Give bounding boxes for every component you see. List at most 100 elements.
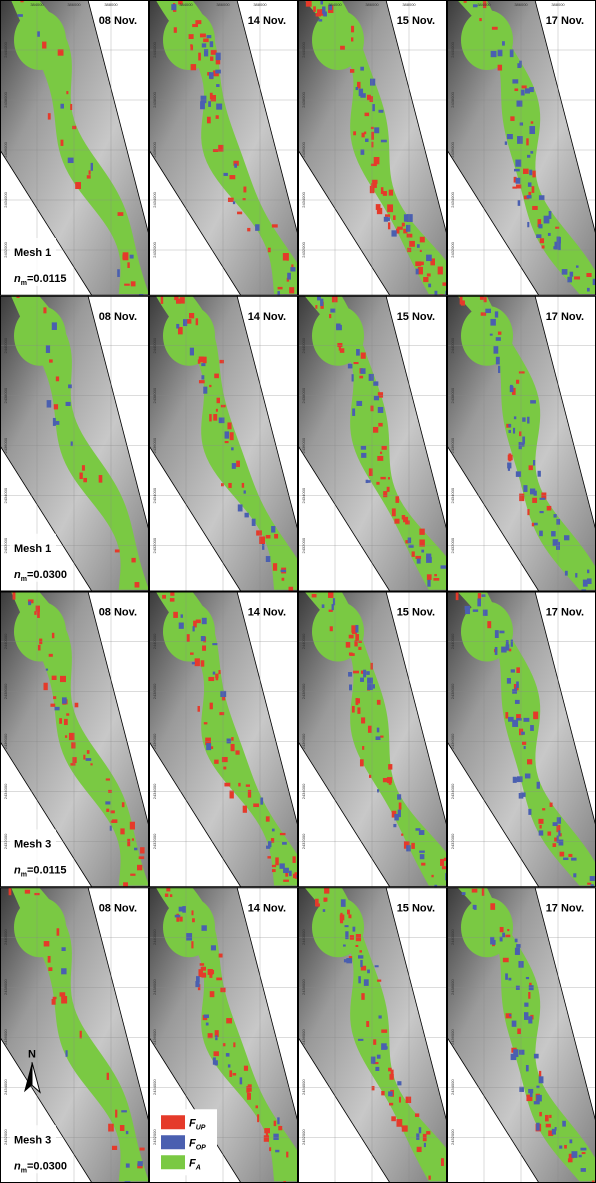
flood-spot: [370, 79, 375, 86]
flood-spot: [228, 1064, 231, 1067]
date-label: 15 Nov.: [397, 902, 435, 914]
flood-spot: [433, 578, 439, 581]
flood-spot: [383, 191, 387, 196]
map-panel: 2440000243800024360002434000243200015 No…: [298, 296, 465, 597]
flood-spot: [286, 1152, 288, 1158]
flood-spot: [421, 863, 425, 866]
flood-spot: [13, 592, 16, 600]
flood-spot: [174, 27, 177, 33]
flood-spot: [557, 836, 559, 843]
flood-spot: [384, 1046, 387, 1049]
flood-spot: [69, 733, 75, 740]
flood-spot: [511, 1054, 517, 1060]
flood-spot: [361, 446, 366, 450]
flood-spot: [346, 642, 350, 648]
flood-spot: [222, 757, 228, 762]
flood-spot: [569, 1139, 572, 1143]
flood-spot: [519, 371, 525, 373]
flood-spot: [170, 592, 174, 596]
flood-spot: [419, 539, 425, 546]
flood-spot: [219, 417, 225, 423]
date-label: 08 Nov.: [99, 311, 137, 323]
flood-spot: [243, 187, 246, 193]
flood-spot: [533, 460, 535, 466]
flood-spot: [517, 1028, 521, 1034]
flood-spot: [530, 400, 536, 403]
flood-spot: [388, 1091, 393, 1096]
flood-spot: [551, 531, 556, 536]
flood-spot: [122, 802, 125, 807]
flood-spot: [353, 671, 359, 674]
flood-spot: [209, 385, 211, 387]
flood-spot: [381, 187, 384, 194]
flood-spot: [52, 322, 57, 330]
flood-spot: [246, 784, 250, 786]
map-panel: 2440000243800024360002434000243200015 No…: [298, 887, 465, 1183]
flood-spot: [553, 822, 558, 826]
flood-spot: [255, 1105, 258, 1108]
flood-spot: [490, 937, 494, 944]
flood-spot: [358, 647, 361, 650]
flood-spot: [227, 422, 231, 429]
flood-spot: [48, 967, 52, 971]
flood-spot: [206, 743, 211, 750]
x-tick-label: 386000: [514, 2, 528, 7]
flood-spot: [371, 1057, 376, 1064]
flood-spot: [54, 421, 59, 425]
flood-spot: [140, 847, 144, 853]
flood-spot: [238, 783, 240, 787]
y-tick-label: 2440000: [152, 633, 157, 649]
y-tick-label: 2436000: [450, 141, 455, 157]
flood-spot: [210, 991, 215, 997]
flood-spot: [60, 992, 66, 996]
flood-spot: [282, 578, 285, 581]
flood-spot: [503, 958, 509, 962]
flood-spot: [345, 931, 348, 939]
flood-spot: [538, 471, 541, 477]
flood-spot: [358, 1039, 363, 1041]
flood-spot: [507, 929, 509, 931]
flood-spot: [230, 791, 234, 799]
flood-spot: [568, 1158, 573, 1162]
flood-spot: [216, 104, 222, 110]
y-tick-label: 2436000: [152, 1029, 157, 1045]
flood-spot: [130, 874, 135, 876]
legend-swatch: [161, 1135, 185, 1149]
flood-spot: [465, 607, 470, 614]
flood-spot: [492, 27, 498, 30]
flood-spot: [380, 477, 385, 479]
flood-spot: [380, 736, 383, 738]
flood-spot: [247, 228, 250, 231]
flood-spot: [350, 935, 354, 940]
y-tick-label: 2432000: [3, 833, 8, 849]
flood-spot: [528, 1016, 532, 1023]
flood-spot: [91, 163, 93, 171]
flood-spot: [542, 245, 545, 248]
flood-spot: [399, 803, 402, 810]
flood-spot: [479, 18, 481, 21]
flood-spot: [528, 809, 531, 815]
flood-spot: [352, 408, 355, 416]
flood-spot: [530, 725, 534, 731]
flood-spot: [287, 273, 291, 280]
flood-spot: [530, 151, 533, 154]
flood-spot: [354, 362, 359, 364]
flood-spot: [538, 224, 542, 228]
flood-spot: [66, 402, 71, 406]
flood-spot: [516, 681, 519, 687]
flood-spot: [260, 798, 263, 805]
flood-spot: [203, 357, 207, 364]
flood-spot: [49, 654, 53, 657]
flood-spot: [280, 833, 286, 835]
flood-spot: [389, 190, 393, 196]
flood-spot: [361, 453, 366, 458]
flood-spot: [210, 41, 213, 47]
y-tick-label: 2436000: [3, 141, 8, 157]
flood-spot: [472, 889, 478, 893]
y-tick-label: 2432000: [450, 537, 455, 553]
flood-spot: [137, 865, 142, 870]
flood-spot: [266, 1129, 268, 1136]
flood-spot: [440, 859, 444, 866]
flood-spot: [355, 945, 358, 947]
flood-spot: [209, 72, 214, 79]
